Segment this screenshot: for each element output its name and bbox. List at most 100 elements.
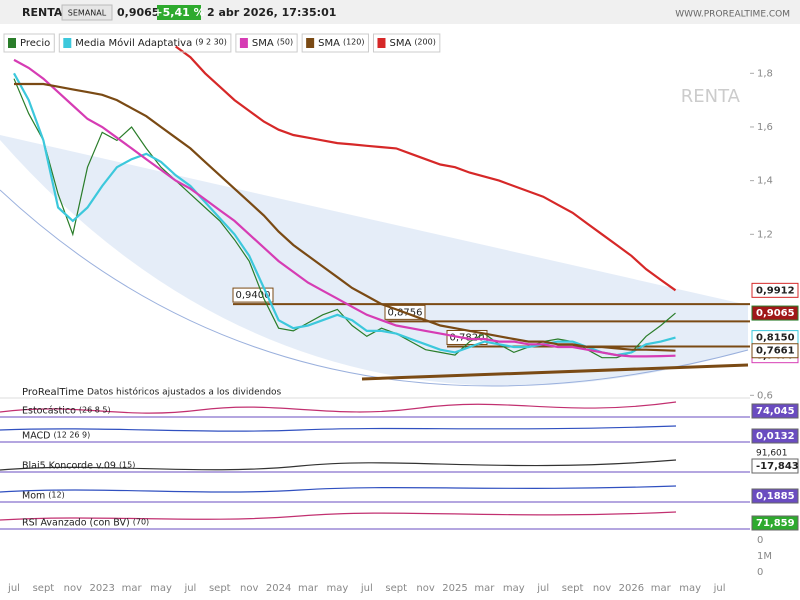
legend-params: (120) [343, 38, 365, 47]
change: +5,41 % [153, 6, 204, 19]
x-tick-label: nov [64, 583, 82, 594]
x-tick-label: 2024 [266, 583, 291, 594]
panel-name: RSI Avanzado (con BV) [22, 518, 130, 529]
legend-text: SMA [318, 38, 340, 49]
legend-swatch [377, 38, 386, 48]
legend-box [372, 33, 441, 53]
panel-value-box [751, 428, 799, 444]
panel-params: (15) [119, 461, 135, 470]
legend-box [58, 33, 232, 53]
last-value-box [751, 282, 799, 298]
x-tick-label: nov [416, 583, 434, 594]
panel-name: MACD [22, 431, 50, 442]
legend-item: SMA (200) [372, 33, 441, 53]
x-tick-label: sept [562, 583, 584, 594]
last-value-label: 0,8150 [756, 333, 795, 344]
panel-params: (26 8 5) [79, 406, 111, 415]
x-tick-label: 2023 [89, 583, 114, 594]
panel-value: 0,1885 [756, 491, 795, 502]
period-box [61, 4, 113, 21]
x-tick-label: may [150, 583, 172, 594]
legend-box [3, 33, 55, 53]
panel-value-box [751, 458, 799, 474]
x-tick-label: may [503, 583, 525, 594]
x-tick-label: 2026 [619, 583, 644, 594]
y-tick-label: 1,2 [757, 229, 773, 240]
legend-box [235, 33, 298, 53]
series-line [14, 82, 676, 352]
x-tick-label: mar [474, 583, 495, 594]
series-line [13, 72, 676, 357]
site: WWW.PROREALTIME.COM [675, 10, 790, 20]
series-line [175, 45, 677, 292]
legend-item: Media Móvil Adaptativa (9 2 30) [58, 33, 232, 53]
last-value-box [751, 343, 799, 359]
header-bar [0, 0, 800, 24]
last-value-label: 0,7661 [756, 346, 795, 357]
y-tick-label: 1,6 [757, 122, 773, 133]
price: 0,9065 [117, 6, 159, 19]
panel-value: 71,859 [756, 518, 795, 529]
legend-swatch [239, 38, 248, 48]
period: SEMANAL [68, 9, 107, 18]
x-tick-label: mar [298, 583, 319, 594]
x-tick-label: sept [209, 583, 231, 594]
x-tick-label: jul [536, 583, 549, 594]
legend-item: SMA (50) [235, 33, 298, 53]
volume-axis-label: 1M [757, 551, 772, 562]
last-value-label: 0,9065 [756, 308, 795, 319]
last-value-box [751, 305, 799, 321]
panel-params: (12 26 9) [53, 431, 90, 440]
x-tick-label: nov [240, 583, 258, 594]
legend-text: Precio [20, 38, 50, 49]
panel-name: Blai5 Koncorde v.09 [22, 461, 116, 472]
panel-value-box [751, 488, 799, 504]
panel-value: 74,045 [756, 406, 795, 417]
series-line [13, 58, 676, 358]
x-tick-label: sept [33, 583, 55, 594]
x-tick-label: mar [651, 583, 672, 594]
watermark: RENTA [681, 86, 741, 107]
regression-channel [0, 135, 748, 386]
legend-params: (200) [414, 38, 436, 47]
volume-axis-label: 0 [757, 567, 763, 578]
trend-line [361, 363, 749, 381]
datetime: 2 abr 2026, 17:35:01 [207, 6, 336, 19]
legend-swatch [8, 38, 16, 48]
panel-name: Estocástico [22, 406, 76, 417]
brand: ProRealTime [22, 387, 84, 398]
x-tick-label: jul [7, 583, 20, 594]
legend-swatch [306, 38, 315, 48]
panel-name: Mom [22, 491, 45, 502]
note: Datos históricos ajustados a los dividen… [87, 387, 282, 398]
y-tick-label: 1,8 [757, 68, 773, 79]
panel-params: (12) [48, 491, 64, 500]
x-tick-label: nov [593, 583, 611, 594]
last-value-label: 0,9912 [756, 285, 795, 296]
y-tick-label: 1,4 [757, 176, 773, 187]
y-tick-label: 0,6 [757, 390, 773, 401]
panel-extra-value: 91,601 [756, 449, 788, 459]
legend-params: (50) [277, 38, 293, 47]
volume-axis-label: 0 [757, 535, 763, 546]
level-label: 0,9400 [236, 290, 271, 301]
legend-text: Media Móvil Adaptativa [75, 37, 192, 49]
level-box [232, 287, 274, 303]
x-tick-label: may [679, 583, 701, 594]
x-tick-label: jul [360, 583, 373, 594]
x-tick-label: may [327, 583, 349, 594]
x-tick-label: jul [713, 583, 726, 594]
legend-item: Precio [3, 33, 55, 53]
legend-params: (9 2 30) [195, 38, 227, 47]
legend-swatch [63, 38, 72, 48]
x-tick-label: jul [183, 583, 196, 594]
x-tick-label: sept [385, 583, 407, 594]
x-tick-label: mar [122, 583, 143, 594]
channel-edge [0, 189, 749, 387]
legend-box [301, 33, 369, 53]
panel-value: 0,0132 [756, 431, 795, 442]
legend-item: SMA (120) [301, 33, 369, 53]
legend-text: SMA [389, 38, 411, 49]
